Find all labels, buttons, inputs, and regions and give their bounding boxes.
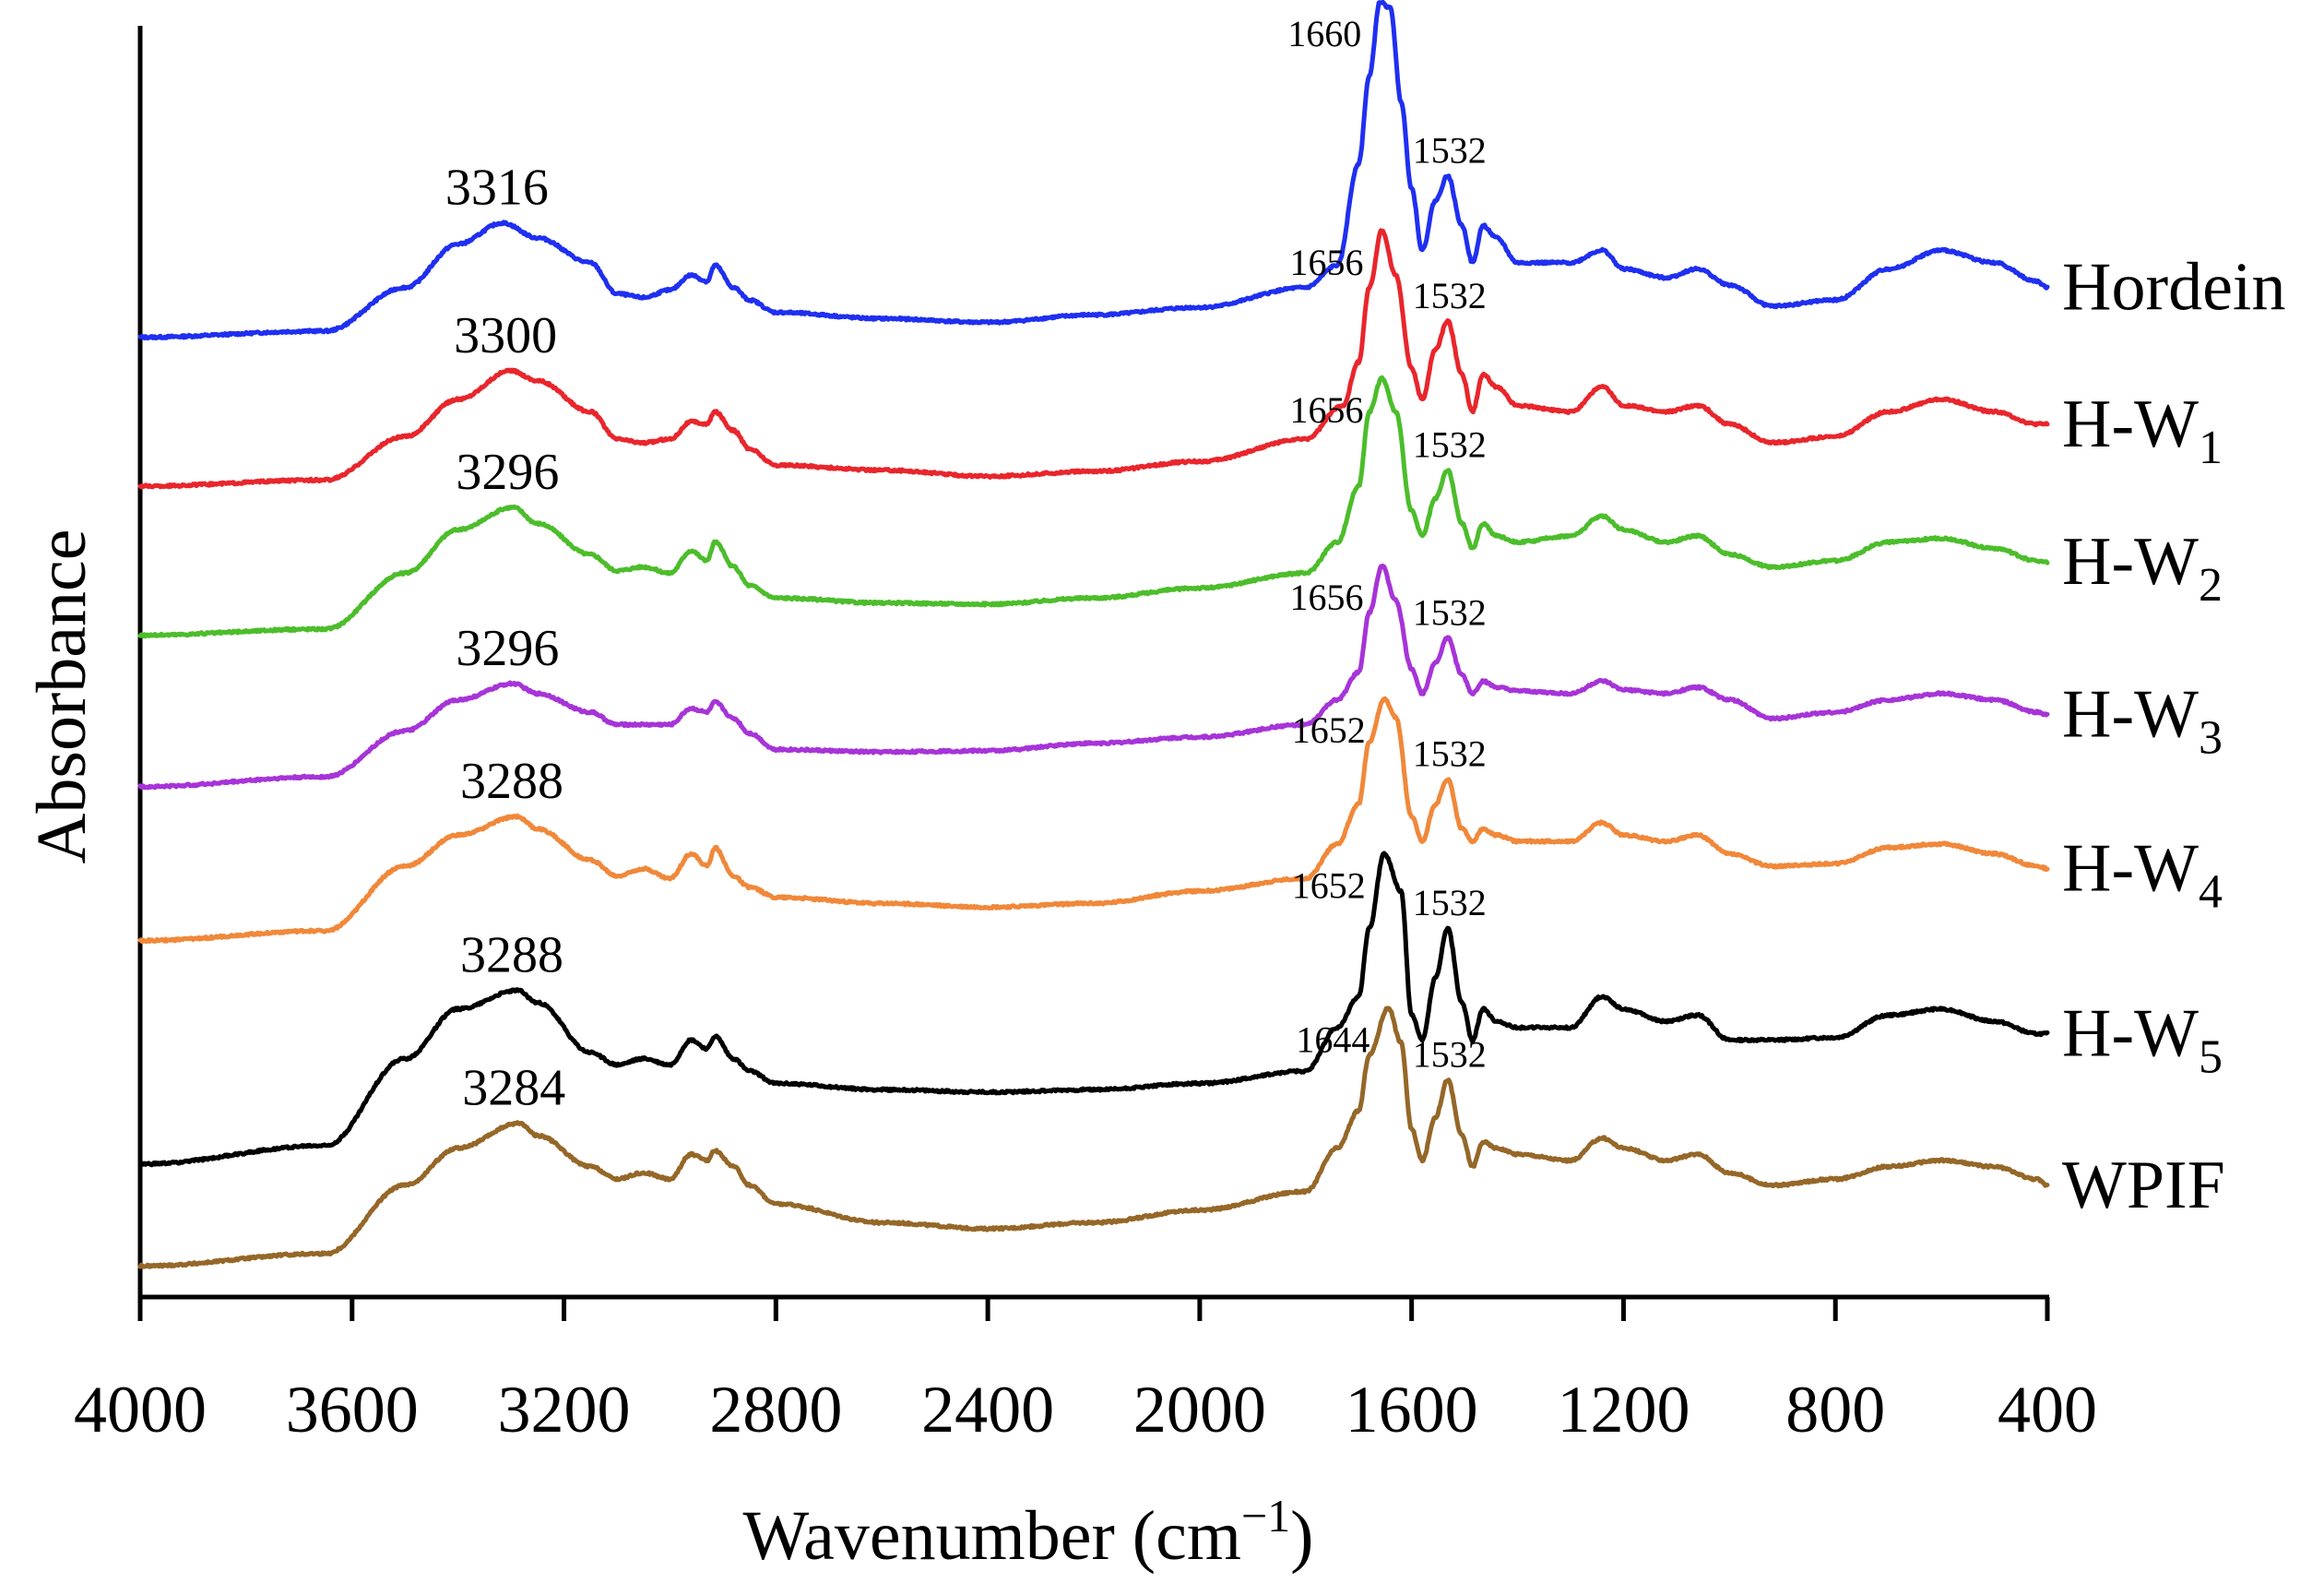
peak-labels: 3316 1660 1532 3300 1656 1532 3296 1656 1532 3296… — [445, 13, 1487, 1116]
x-tick-label: 1600 — [1346, 1373, 1478, 1446]
peak-label: 3296 — [456, 620, 559, 677]
series-line-h-w-2 — [137, 375, 2050, 639]
legend-label-h-w-2: H-W2 — [2062, 524, 2223, 612]
peak-label: 3300 — [454, 307, 557, 364]
legend-label-text: H-W — [2062, 387, 2199, 462]
peak-label: 1532 — [1413, 591, 1487, 633]
peak-label: 3284 — [462, 1060, 565, 1117]
legend-label-wpif: WPIF — [2062, 1148, 2225, 1223]
legend-label-h-w-4: H-W4 — [2062, 831, 2223, 919]
peak-label: 3316 — [445, 160, 549, 217]
peak-label: 1644 — [1296, 1018, 1370, 1060]
peak-label: 3288 — [460, 753, 563, 810]
peak-label: 3288 — [460, 927, 563, 984]
axes — [137, 26, 2049, 1300]
series-line-h-w-4 — [137, 696, 2050, 945]
peak-label: 1656 — [1289, 577, 1363, 618]
legend-label-subscript: 3 — [2199, 712, 2223, 765]
x-tick-label: 3200 — [498, 1373, 631, 1446]
legend-label-h-w-3: H-W3 — [2062, 677, 2223, 765]
peak-label: 1532 — [1413, 733, 1487, 775]
x-tick-label: 2400 — [921, 1373, 1054, 1446]
x-tick-label: 3600 — [286, 1373, 419, 1446]
peak-label: 1532 — [1413, 424, 1487, 466]
series-line-h-w-3 — [137, 564, 2050, 791]
x-tick-label: 1200 — [1557, 1373, 1690, 1446]
peak-label: 1656 — [1289, 389, 1363, 431]
legend-label-text: H-W — [2062, 677, 2199, 753]
series-line-hordein — [137, 0, 2050, 341]
legend-label-h-w-5: H-W5 — [2062, 996, 2223, 1084]
peak-label: 1532 — [1413, 275, 1487, 316]
peak-label: 1532 — [1413, 882, 1487, 923]
legend-label-h-w-1: H-W1 — [2062, 387, 2223, 474]
legend-label-text: WPIF — [2062, 1148, 2225, 1223]
series-line-wpif — [137, 1006, 2050, 1269]
y-axis-label: Absorbance — [23, 530, 101, 864]
x-tick-label: 2800 — [709, 1373, 842, 1446]
x-ticks: 4000 3600 3200 2800 2400 2000 1600 1200 800 400 — [74, 1297, 2097, 1446]
x-tick-label: 4000 — [74, 1373, 207, 1446]
legend-label-subscript: 4 — [2199, 866, 2223, 919]
legend-label-text: H-W — [2062, 831, 2199, 907]
series-layer — [137, 0, 2050, 1269]
x-axis-label-superscript: −1 — [1241, 1490, 1290, 1541]
x-tick-label: 800 — [1785, 1373, 1885, 1446]
legend-label-hordein: Hordein — [2062, 250, 2286, 326]
x-axis-label: Wavenumber (cm−1) — [743, 1490, 1314, 1575]
x-tick-label: 2000 — [1133, 1373, 1266, 1446]
peak-label: 1652 — [1292, 864, 1366, 906]
legend-label-subscript: 5 — [2199, 1031, 2223, 1084]
legend-label-text: Hordein — [2062, 250, 2286, 326]
peak-label: 3296 — [456, 444, 559, 501]
series-line-h-w-5 — [137, 851, 2050, 1168]
legend-label-text: H-W — [2062, 524, 2199, 600]
peak-label: 1660 — [1287, 13, 1361, 54]
series-line-h-w-1 — [137, 228, 2050, 490]
peak-label: 1532 — [1413, 130, 1487, 172]
x-axis-label-text: Wavenumber (cm — [743, 1497, 1241, 1575]
peak-label: 1532 — [1413, 1033, 1487, 1075]
x-axis-label-close: ) — [1290, 1497, 1313, 1575]
x-tick-label: 400 — [1998, 1373, 2097, 1446]
legend-label-subscript: 1 — [2199, 422, 2223, 474]
peak-label: 1656 — [1289, 242, 1363, 283]
legend-label-subscript: 2 — [2199, 559, 2223, 612]
peak-label: 1652 — [1292, 709, 1366, 751]
legend-label-text: H-W — [2062, 996, 2199, 1072]
